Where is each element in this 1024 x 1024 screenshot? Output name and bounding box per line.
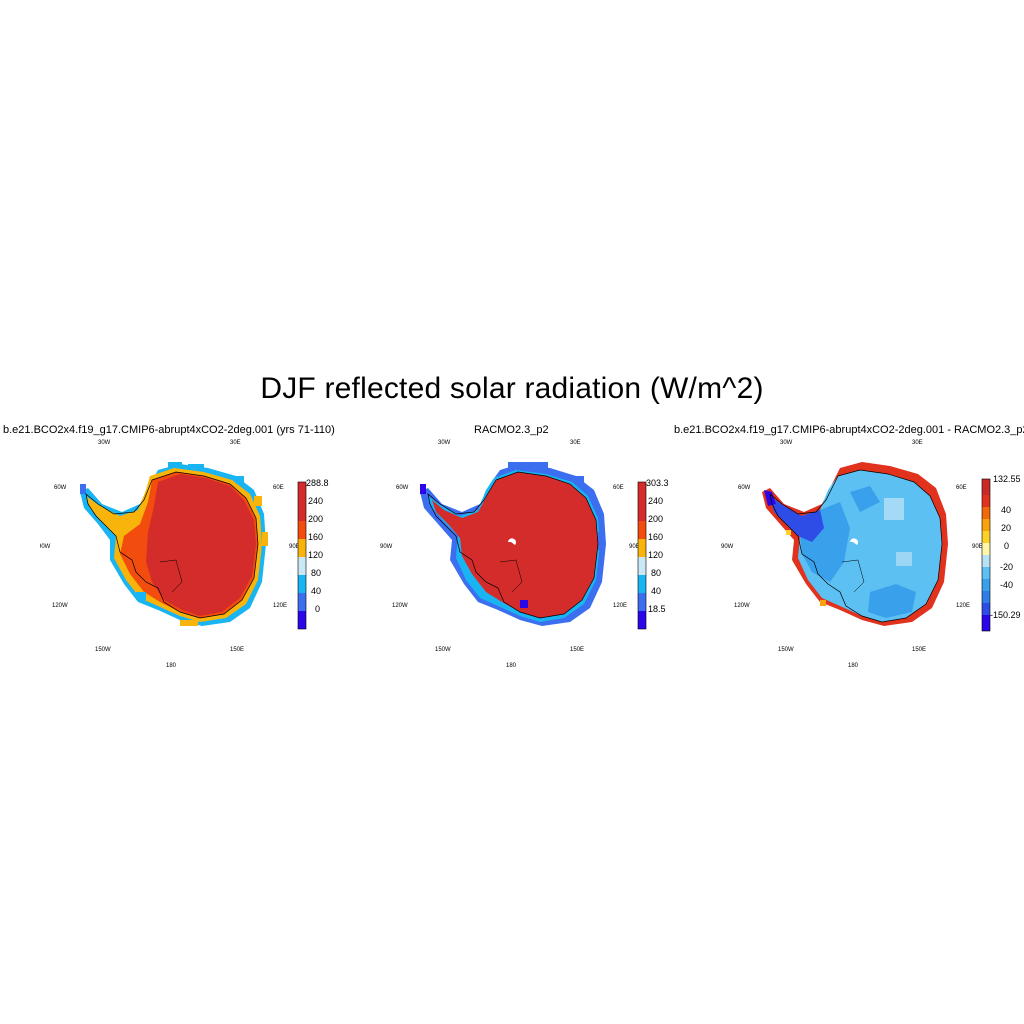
colorbar-swatch: [982, 579, 990, 591]
lon-label-30w: 30W: [438, 440, 451, 446]
lon-label-60w: 60W: [54, 485, 67, 491]
lon-label-90w: 90W: [721, 544, 734, 550]
colorbar-swatch: [982, 603, 990, 615]
colorbar-label: 0: [1004, 541, 1009, 551]
colorbar-swatch: [982, 615, 990, 631]
lon-label-60w: 60W: [738, 485, 751, 491]
lon-label-150w: 150W: [95, 647, 111, 653]
colorbar-swatch: [298, 521, 306, 539]
colorbar-label: 132.55: [993, 474, 1021, 484]
colorbar-label: 80: [651, 568, 661, 578]
colorbar-label: 200: [648, 514, 663, 524]
colorbar-label: 40: [1001, 505, 1011, 515]
lon-label-90e: 90E: [972, 544, 983, 550]
colorbar-label: 288.8: [306, 478, 329, 488]
colorbar-swatch: [638, 521, 646, 539]
lon-label-120w: 120W: [52, 603, 68, 609]
colorbar-label: -40: [1000, 580, 1013, 590]
colorbar-swatch: [982, 507, 990, 519]
lon-label-30w: 30W: [98, 440, 111, 446]
colorbar-label: 80: [311, 568, 321, 578]
lon-label-120e: 120E: [613, 603, 627, 609]
colorbar-label: 40: [651, 586, 661, 596]
colorbar-label: 20: [1001, 523, 1011, 533]
colorbar-label: 303.3: [646, 478, 669, 488]
lon-label-180: 180: [166, 663, 177, 669]
colorbar-swatch: [298, 611, 306, 629]
antarctica-field: [80, 462, 268, 626]
colorbar-label: 200: [308, 514, 323, 524]
colorbar-swatch: [298, 557, 306, 575]
lon-label-60e: 60E: [273, 485, 284, 491]
colorbar-label: 120: [648, 550, 663, 560]
lon-label-150e: 150E: [570, 647, 584, 653]
map-panel-3: 30W 30E 60W 60E 90W 90E 120W 120E 150W 1…: [721, 440, 1021, 669]
map-panel-2: 30W 30E 60W 60E 90W 90E 120W 120E 150W 1…: [380, 440, 669, 669]
colorbar-swatch: [298, 482, 306, 521]
colorbar-swatch: [638, 611, 646, 629]
colorbar-label: 0: [315, 604, 320, 614]
colorbar-swatch: [298, 593, 306, 611]
colorbar-swatch: [982, 479, 990, 495]
colorbar-label: 120: [308, 550, 323, 560]
colorbar-label: -20: [1000, 562, 1013, 572]
lon-label-180: 180: [848, 663, 859, 669]
antarctica-field: [762, 462, 948, 626]
colorbar-label: 240: [308, 496, 323, 506]
lon-label-120e: 120E: [273, 603, 287, 609]
colorbar-swatch: [982, 495, 990, 507]
lon-label-180: 180: [506, 663, 517, 669]
lon-label-120e: 120E: [956, 603, 970, 609]
panel-title-1: b.e21.BCO2x4.f19_g17.CMIP6-abrupt4xCO2-2…: [3, 424, 335, 436]
longitude-labels: 30W 30E 60W 60E 90W 90E 120W 120E 150W 1…: [380, 440, 640, 669]
lon-label-150w: 150W: [778, 647, 794, 653]
colorbar-label: -150.29: [990, 610, 1021, 620]
colorbar-label: 160: [648, 532, 663, 542]
map-panel-1: 30W 30E 60W 60E 90W 90E 120W 120E 150W 1…: [40, 440, 329, 669]
colorbar-3: -150.29 -40 -20 0 20 40 132.55: [981, 474, 1021, 632]
colorbar-swatch: [638, 482, 646, 521]
colorbar-label: 40: [311, 586, 321, 596]
colorbar-label: 240: [648, 496, 663, 506]
lon-label-150e: 150E: [230, 647, 244, 653]
lon-label-150e: 150E: [912, 647, 926, 653]
colorbar-1: 0 40 80 120 160 200 240 288.8: [297, 478, 329, 630]
antarctica-field: [420, 462, 606, 626]
lon-label-30e: 30E: [230, 440, 241, 446]
lon-label-30e: 30E: [912, 440, 923, 446]
colorbar-2: 18.5 40 80 120 160 200 240 303.3: [637, 478, 669, 630]
colorbar-swatch: [982, 591, 990, 603]
colorbar-swatch: [638, 557, 646, 575]
lon-label-90w: 90W: [40, 544, 51, 550]
colorbar-swatch: [982, 543, 990, 555]
colorbar-swatch: [982, 531, 990, 543]
colorbar-swatch: [638, 539, 646, 557]
lon-label-90w: 90W: [380, 544, 393, 550]
colorbar-swatch: [982, 555, 990, 567]
lon-label-120w: 120W: [734, 603, 750, 609]
lon-label-90e: 90E: [289, 544, 300, 550]
colorbar-swatch: [982, 567, 990, 579]
main-title: DJF reflected solar radiation (W/m^2): [260, 372, 764, 405]
lon-label-30w: 30W: [780, 440, 793, 446]
longitude-labels: 30W 30E 60W 60E 90W 90E 120W 120E 150W 1…: [721, 440, 983, 669]
colorbar-swatch: [638, 575, 646, 593]
lon-label-30e: 30E: [570, 440, 581, 446]
panel-title-3: b.e21.BCO2x4.f19_g17.CMIP6-abrupt4xCO2-2…: [674, 424, 1024, 436]
panel-title-2: RACMO2.3_p2: [474, 424, 549, 436]
colorbar-swatch: [298, 575, 306, 593]
colorbar-swatch: [982, 519, 990, 531]
colorbar-label: 160: [308, 532, 323, 542]
lon-label-60w: 60W: [396, 485, 409, 491]
lon-label-60e: 60E: [613, 485, 624, 491]
colorbar-swatch: [638, 593, 646, 611]
longitude-labels: 30W 30E 60W 60E 90W 90E 120W 120E 150W 1…: [40, 440, 300, 669]
lon-label-60e: 60E: [956, 485, 967, 491]
lon-label-150w: 150W: [435, 647, 451, 653]
lon-label-90e: 90E: [629, 544, 640, 550]
colorbar-label: 18.5: [648, 604, 666, 614]
colorbar-swatch: [298, 539, 306, 557]
lon-label-120w: 120W: [392, 603, 408, 609]
